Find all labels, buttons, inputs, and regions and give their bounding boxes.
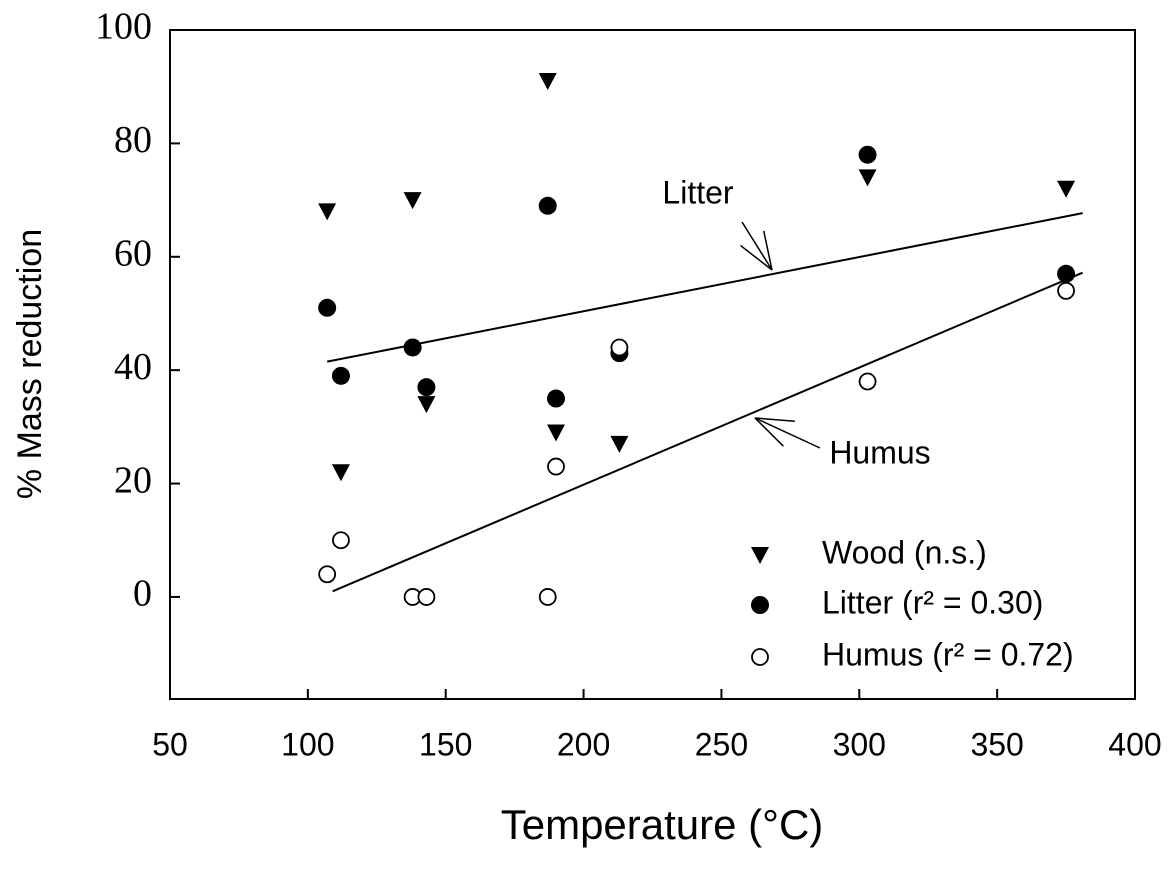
point	[417, 588, 436, 606]
y-tick-label: 60	[114, 232, 152, 274]
point	[318, 298, 337, 317]
point	[332, 531, 350, 550]
point	[538, 73, 557, 91]
annotation-arrowhead	[754, 417, 784, 447]
annotation-arrow	[754, 417, 821, 449]
point	[538, 196, 557, 215]
legend-label: Litter (r² = 0.30)	[822, 584, 1043, 620]
legend-marker	[751, 547, 769, 564]
fit-line	[326, 212, 1083, 363]
point	[610, 338, 629, 357]
point	[858, 169, 877, 187]
point	[1057, 180, 1076, 198]
point	[547, 424, 565, 442]
point	[610, 435, 629, 453]
point	[547, 457, 565, 476]
point	[403, 338, 422, 357]
x-tick-label: 100	[281, 726, 334, 762]
y-tick-label: 40	[114, 346, 152, 388]
point	[1057, 281, 1075, 300]
x-axis-title: Temperature (°C)	[501, 801, 824, 848]
y-tick-label: 80	[114, 119, 152, 161]
point	[538, 588, 557, 606]
x-tick-label: 350	[970, 726, 1023, 762]
x-tick-label: 200	[557, 726, 610, 762]
x-tick-label: 50	[152, 726, 188, 762]
point	[318, 565, 337, 584]
point	[547, 389, 565, 408]
y-tick-label: 100	[95, 6, 152, 48]
fit-annotation: Humus	[829, 434, 930, 470]
annotation-arrowhead	[762, 230, 773, 271]
annotation-arrowhead	[754, 417, 795, 423]
legend-marker	[751, 596, 769, 614]
fit-line	[332, 271, 1084, 593]
x-tick-label: 300	[833, 726, 886, 762]
y-tick-label: 0	[133, 573, 152, 615]
legend-marker	[751, 648, 769, 666]
annotation-arrow	[741, 221, 773, 271]
point	[1057, 264, 1076, 283]
annotation-arrowhead	[739, 244, 773, 271]
point	[417, 378, 436, 397]
legend-label: Wood (n.s.)	[822, 534, 987, 570]
point	[331, 366, 350, 385]
x-tick-label: 400	[1108, 726, 1161, 762]
point	[331, 464, 350, 482]
y-tick-label: 20	[114, 459, 152, 501]
point	[858, 145, 877, 164]
legend-label: Humus (r² = 0.72)	[822, 636, 1074, 672]
point	[417, 396, 436, 414]
plot-frame	[169, 29, 1136, 700]
y-axis-title: % Mass reduction	[11, 229, 49, 499]
point	[318, 203, 337, 221]
point	[858, 372, 877, 391]
fit-annotation: Litter	[662, 174, 733, 210]
x-tick-label: 150	[419, 726, 472, 762]
x-tick-label: 250	[695, 726, 748, 762]
point	[403, 192, 422, 210]
